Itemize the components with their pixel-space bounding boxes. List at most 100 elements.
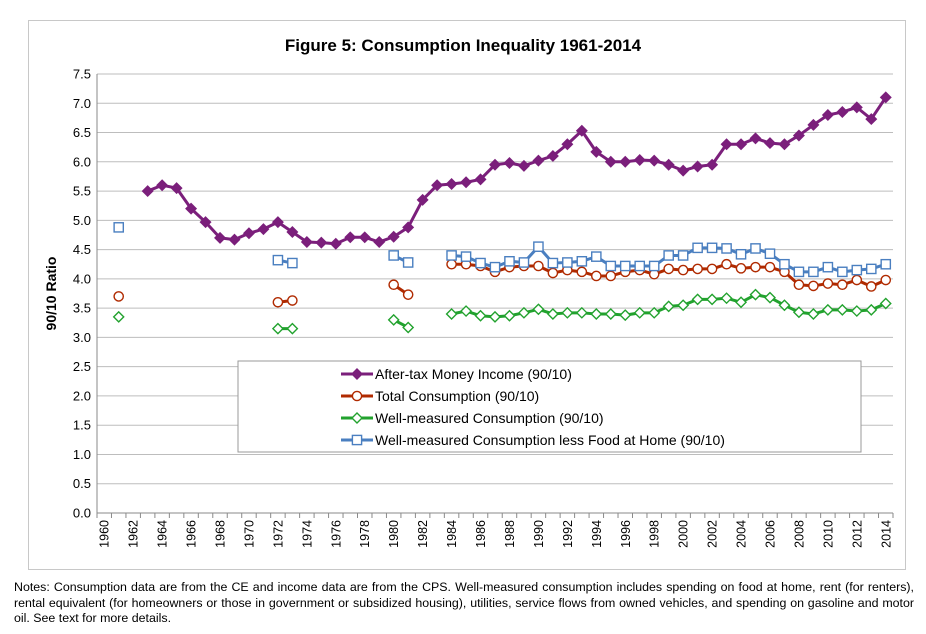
y-tick-label: 6.5: [73, 125, 91, 140]
data-point-series-0: [271, 216, 284, 229]
data-point-series-0: [778, 138, 791, 151]
data-point-series-0: [850, 101, 863, 114]
y-tick-label: 3.0: [73, 330, 91, 345]
data-point-series-2: [865, 303, 878, 316]
data-point-series-2: [633, 306, 646, 319]
data-point-series-3: [591, 251, 602, 262]
data-point-series-0: [821, 108, 834, 121]
data-point-series-3: [402, 257, 414, 268]
x-tick-label: 2008: [792, 520, 806, 548]
data-point-series-2: [474, 309, 487, 322]
data-point-series-0: [691, 160, 704, 173]
data-point-series-2: [836, 303, 849, 316]
y-tick-label: 2.5: [73, 359, 91, 374]
data-point-series-3: [475, 257, 486, 269]
y-tick-label: 0.5: [73, 476, 91, 491]
legend-marker: [351, 434, 363, 446]
data-point-series-3: [634, 260, 646, 272]
y-tick-label: 6.0: [73, 154, 91, 169]
data-point-series-2: [706, 293, 719, 306]
data-point-series-0: [633, 154, 646, 167]
data-point-series-0: [749, 132, 762, 145]
chart-notes: Notes: Consumption data are from the CE …: [14, 580, 914, 625]
x-tick-label: 2014: [879, 520, 893, 548]
data-point-series-2: [850, 305, 863, 318]
data-point-series-0: [257, 223, 270, 236]
data-point-series-3: [576, 256, 588, 267]
x-tick-label: 1966: [185, 520, 199, 548]
data-point-series-1: [446, 258, 457, 270]
y-tick-label: 4.5: [73, 242, 91, 257]
x-tick-label: 1988: [503, 520, 517, 548]
data-point-series-2: [778, 299, 791, 312]
data-point-series-3: [764, 248, 776, 259]
data-point-series-2: [460, 305, 473, 318]
x-tick-label: 1994: [590, 520, 604, 548]
data-point-series-2: [402, 321, 415, 334]
data-point-series-2: [575, 306, 588, 319]
data-point-series-3: [605, 260, 617, 272]
y-axis-label: 90/10 Ratio: [43, 257, 59, 331]
data-point-series-2: [749, 288, 762, 301]
data-point-series-1: [735, 263, 747, 274]
data-point-series-0: [807, 118, 820, 131]
legend-label: Well-measured Consumption less Food at H…: [375, 432, 725, 448]
data-point-series-3: [113, 222, 125, 233]
legend-label: Total Consumption (90/10): [375, 388, 539, 404]
data-point-series-3: [837, 266, 848, 278]
data-point-series-2: [517, 306, 530, 319]
x-tick-label: 2000: [677, 520, 691, 548]
data-point-series-0: [329, 237, 342, 250]
data-point-series-1: [764, 261, 776, 273]
data-point-series-3: [272, 254, 284, 266]
legend-marker: [351, 368, 363, 380]
data-point-series-0: [706, 158, 719, 171]
data-point-series-0: [662, 158, 675, 171]
data-point-series-2: [662, 300, 675, 313]
x-tick-label: 1982: [416, 520, 430, 548]
legend-label: After-tax Money Income (90/10): [375, 366, 572, 382]
data-point-series-0: [185, 202, 198, 215]
data-point-series-2: [271, 322, 284, 335]
legend-box: [237, 360, 862, 453]
data-point-series-0: [156, 179, 169, 192]
x-tick-label: 2006: [763, 520, 777, 548]
data-point-series-0: [590, 145, 603, 158]
data-point-series-0: [286, 226, 299, 239]
data-point-series-0: [387, 230, 400, 243]
data-point-series-2: [561, 306, 574, 319]
x-tick-label: 1964: [156, 520, 170, 548]
data-point-series-1: [706, 263, 718, 275]
data-point-series-0: [315, 236, 328, 249]
data-point-series-1: [113, 291, 125, 302]
y-tick-label: 1.5: [73, 418, 91, 433]
data-point-series-3: [808, 266, 819, 278]
data-point-series-0: [879, 91, 892, 104]
x-tick-label: 1976: [329, 520, 343, 548]
data-point-series-0: [170, 182, 183, 195]
data-point-series-0: [532, 154, 545, 167]
data-point-series-1: [576, 266, 588, 278]
data-point-series-1: [547, 267, 559, 279]
x-tick-label: 1996: [619, 520, 633, 548]
data-point-series-0: [575, 124, 588, 137]
data-point-series-3: [533, 241, 544, 252]
chart-frame: [28, 20, 906, 570]
data-point-series-0: [431, 179, 444, 192]
data-point-series-2: [648, 306, 661, 319]
data-point-series-1: [533, 260, 544, 272]
data-point-series-3: [750, 243, 761, 254]
data-point-series-0: [517, 159, 530, 172]
y-tick-label: 5.0: [73, 213, 91, 228]
data-point-series-2: [604, 307, 617, 320]
y-tick-label: 7.0: [73, 96, 91, 111]
data-point-series-0: [546, 149, 559, 162]
data-point-series-1: [750, 261, 761, 273]
data-point-series-2: [445, 307, 458, 320]
data-point-series-3: [547, 257, 559, 269]
legend-label: Well-measured Consumption (90/10): [375, 410, 604, 426]
data-point-series-0: [503, 156, 516, 169]
x-tick-label: 2012: [850, 520, 864, 548]
data-point-series-0: [677, 164, 690, 177]
x-tick-label: 1998: [648, 520, 662, 548]
